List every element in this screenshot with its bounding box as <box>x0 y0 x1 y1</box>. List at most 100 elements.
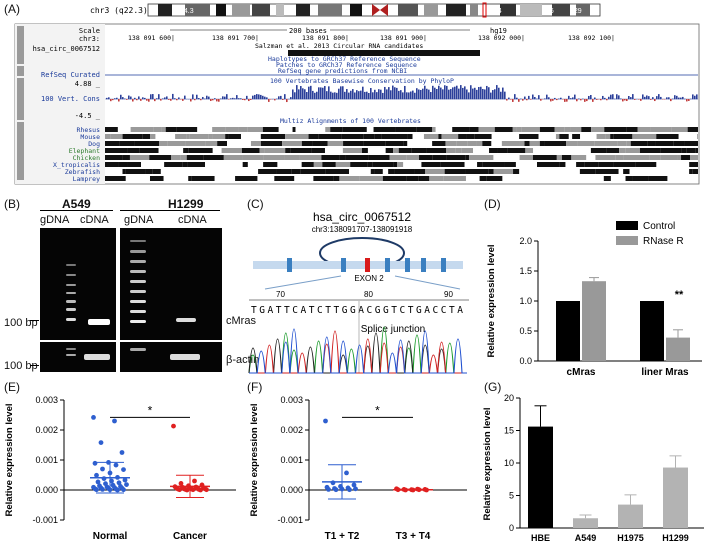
chart-g: 0 5 10 15 20 Relative expression level HBE A549… <box>482 393 704 543</box>
cons-bar <box>588 95 590 100</box>
multiz-block <box>125 176 150 181</box>
data-point <box>101 476 107 481</box>
cons-bar <box>492 90 494 100</box>
multiz-block <box>681 148 687 153</box>
multiz-block <box>145 169 153 174</box>
bar-rnase-r <box>666 337 690 361</box>
cons-bar <box>324 86 326 100</box>
multiz-block <box>403 141 408 146</box>
legend-label: Control <box>643 221 675 232</box>
cons-bar <box>240 98 242 100</box>
multiz-block <box>370 169 375 174</box>
multiz-block <box>134 141 160 146</box>
cons-bar <box>412 90 414 100</box>
cons-bar <box>458 88 460 100</box>
multiz-block <box>188 176 192 181</box>
cons-bar <box>516 97 518 100</box>
cons-bar <box>392 85 394 100</box>
cons-bar <box>328 86 330 100</box>
multiz-block <box>250 141 261 146</box>
cons-bar <box>500 91 502 100</box>
cons-bar <box>210 99 212 102</box>
cons-bar <box>254 94 256 100</box>
cons-bar <box>222 96 224 100</box>
multiz-block <box>617 141 627 146</box>
data-point <box>122 477 128 483</box>
cons-bar <box>618 95 620 100</box>
multiz-block <box>613 134 633 139</box>
data-point <box>121 467 126 472</box>
cons-bar <box>652 97 654 100</box>
multiz-block <box>163 176 189 181</box>
seq-tick-80: 80 <box>364 290 373 299</box>
significance-mark: * <box>375 403 380 417</box>
cons-bar <box>686 99 688 102</box>
multiz-block <box>418 176 430 181</box>
cons-bar <box>488 87 490 100</box>
cons-bar <box>670 99 672 102</box>
multiz-block <box>220 176 236 181</box>
y-tick-label: 0.001 <box>35 455 58 465</box>
panel-label-e: (E) <box>4 380 20 394</box>
cons-bar <box>152 94 154 100</box>
data-point <box>344 470 349 476</box>
multiz-block <box>444 169 466 174</box>
bar-a549 <box>573 518 598 528</box>
cons-bar <box>612 94 614 100</box>
multiz-block <box>140 162 165 167</box>
cons-bar <box>368 92 370 100</box>
multiz-block <box>632 134 657 139</box>
multiz-block <box>374 134 382 139</box>
multiz-block <box>664 162 690 167</box>
multiz-block <box>203 155 224 160</box>
cons-bar <box>470 85 472 100</box>
cons-bar <box>268 99 270 102</box>
multiz-block <box>122 155 130 160</box>
multiz-block <box>629 169 635 174</box>
cons-bar <box>106 97 108 100</box>
gel-cell-a549: A549 <box>62 197 91 211</box>
legend-label: RNase R <box>643 236 684 247</box>
cons-bar <box>292 89 294 100</box>
cons-bar <box>466 89 468 100</box>
multiz-block <box>479 176 487 181</box>
multiz-block <box>556 169 568 174</box>
cons-bar <box>512 99 514 102</box>
multiz-block <box>212 127 226 132</box>
data-point <box>119 450 125 455</box>
multiz-block <box>153 127 162 132</box>
multiz-block <box>382 169 389 174</box>
cons-bar <box>522 99 524 101</box>
data-point <box>198 487 203 493</box>
multiz-block <box>411 148 427 153</box>
data-point <box>192 478 197 484</box>
cons-bar <box>156 98 158 100</box>
cons-bar <box>122 97 124 100</box>
y-tick-label: 20 <box>504 393 514 403</box>
cons-bar <box>316 91 318 100</box>
cons-bar <box>238 98 240 100</box>
multiz-block <box>372 162 394 167</box>
cons-bar <box>178 97 180 100</box>
multiz-block <box>359 176 383 181</box>
ideo-band-5: q29 <box>570 8 582 15</box>
multiz-block <box>212 148 222 153</box>
cons-bar <box>616 94 618 100</box>
y-tick-label: 0.002 <box>280 425 303 435</box>
multiz-block <box>233 169 259 174</box>
cons-bar <box>244 99 246 101</box>
cons-bar <box>420 89 422 100</box>
cons-bar <box>592 99 594 102</box>
gel-bottom-a549 <box>40 342 116 372</box>
cons-bar <box>630 97 632 100</box>
multiz-block <box>649 155 661 160</box>
cons-bar <box>322 87 324 100</box>
multiz-block <box>324 148 343 153</box>
multiz-block <box>149 176 164 181</box>
cons-bar <box>242 99 244 100</box>
species-label-chicken: Chicken <box>73 154 100 162</box>
multiz-block <box>655 169 680 174</box>
data-point <box>326 487 331 492</box>
cons-bar <box>644 96 646 100</box>
marker-top: 100 bp <box>4 317 38 329</box>
